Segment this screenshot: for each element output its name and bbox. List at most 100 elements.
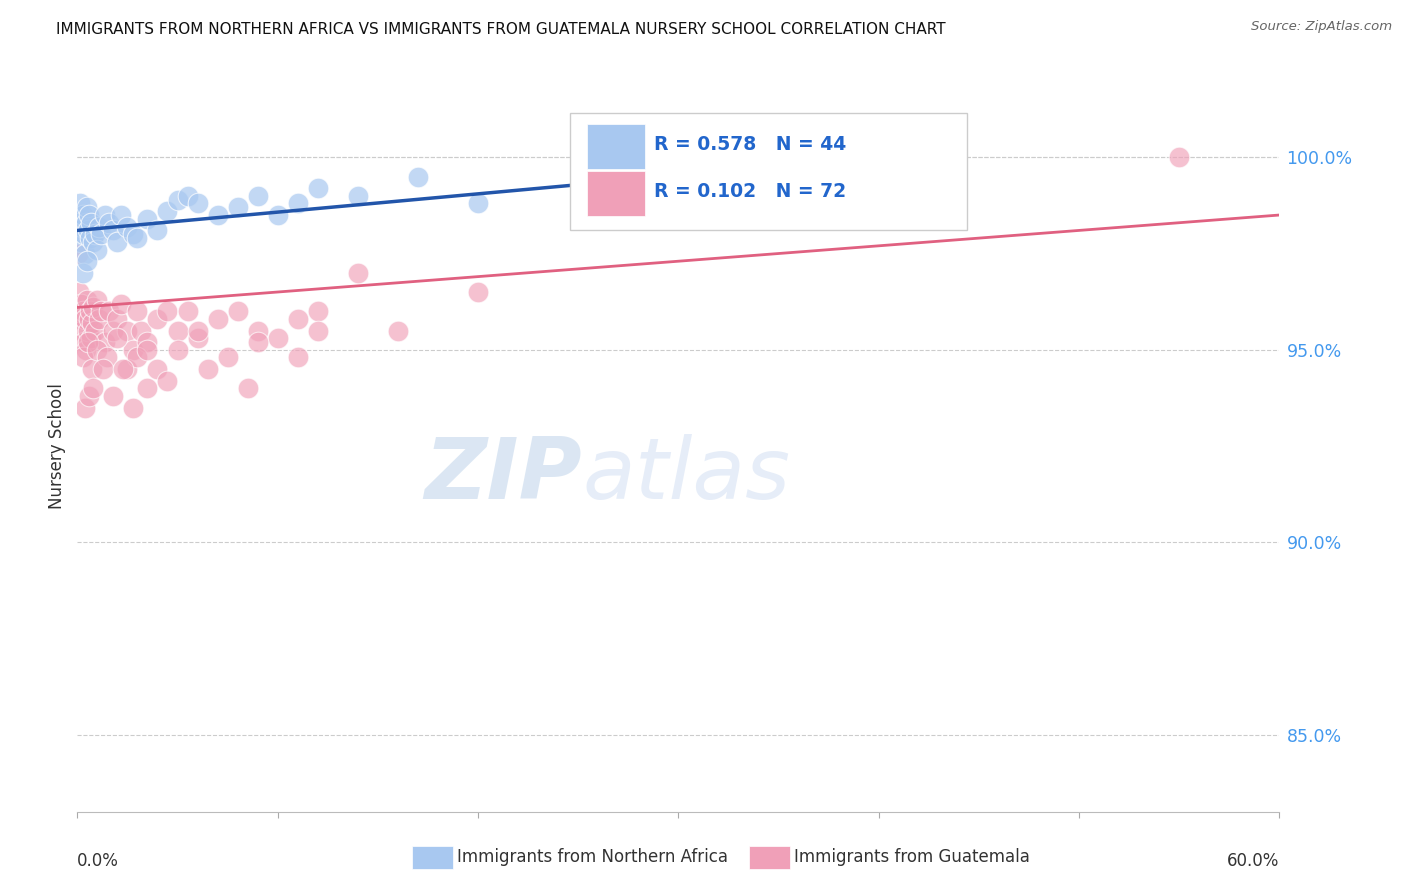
Point [107,312,129,326]
Point [110,296,132,310]
Point [146,362,169,376]
Point [156,204,179,219]
Point [84,324,107,338]
FancyBboxPatch shape [571,113,967,230]
Point [112,362,135,376]
Point [69,196,91,211]
Point [79,208,101,222]
Point [76,200,98,214]
Point [226,304,249,318]
Point [246,334,269,349]
Point [122,227,145,242]
Point [67,208,90,222]
Point [226,200,249,214]
Point [90,304,112,318]
Point [75,216,97,230]
Point [117,219,139,234]
Point [70,235,93,249]
Point [131,324,153,338]
Point [75,343,97,357]
Point [156,304,179,318]
Point [207,312,229,326]
Point [82,301,104,315]
Point [467,196,489,211]
Text: 0.0%: 0.0% [77,852,120,870]
Point [287,312,309,326]
Point [110,208,132,222]
Point [86,243,108,257]
Point [80,216,103,230]
Point [98,304,121,318]
Y-axis label: Nursery School: Nursery School [48,383,66,509]
Point [103,324,125,338]
Point [267,208,290,222]
Point [96,351,118,365]
Point [136,211,159,226]
Point [69,312,91,326]
Point [197,362,219,376]
Point [103,223,125,237]
Point [467,285,489,299]
Point [156,374,179,388]
Point [307,324,329,338]
Point [307,181,329,195]
Point [75,401,97,415]
Point [187,324,209,338]
Point [90,227,112,242]
Point [122,343,145,357]
Text: R = 0.102   N = 72: R = 0.102 N = 72 [654,182,846,201]
Point [267,331,290,345]
Point [1168,150,1191,164]
Point [73,227,96,242]
Point [136,381,159,395]
Point [72,208,94,222]
Point [72,304,94,318]
Point [146,223,169,237]
Point [72,351,94,365]
Point [67,246,90,260]
Point [287,351,309,365]
Point [79,389,101,403]
Text: atlas: atlas [582,434,790,516]
Point [166,193,188,207]
Point [76,293,98,307]
Point [187,196,209,211]
Point [127,231,149,245]
Point [122,401,145,415]
Point [107,235,129,249]
Point [287,196,309,211]
Point [347,266,370,280]
Point [94,334,117,349]
Point [117,362,139,376]
FancyBboxPatch shape [588,171,645,216]
Point [67,285,90,299]
Text: Immigrants from Guatemala: Immigrants from Guatemala [794,848,1031,866]
Point [166,343,188,357]
Point [176,188,198,202]
Point [72,219,94,234]
Text: Immigrants from Northern Africa: Immigrants from Northern Africa [457,848,728,866]
Point [72,324,94,338]
Point [107,331,129,345]
Point [828,150,851,164]
Point [82,362,104,376]
Point [127,351,149,365]
Point [86,343,108,357]
Point [127,304,149,318]
Point [89,312,111,326]
Point [236,381,259,395]
Point [79,231,101,245]
Point [103,389,125,403]
Text: IMMIGRANTS FROM NORTHERN AFRICA VS IMMIGRANTS FROM GUATEMALA NURSERY SCHOOL CORR: IMMIGRANTS FROM NORTHERN AFRICA VS IMMIG… [56,22,946,37]
Point [207,208,229,222]
Point [146,312,169,326]
Point [82,235,104,249]
Point [80,331,103,345]
Point [98,216,121,230]
Point [117,324,139,338]
FancyBboxPatch shape [588,124,645,169]
Point [77,324,100,338]
Point [75,246,97,260]
Point [70,296,93,310]
Point [82,316,104,330]
